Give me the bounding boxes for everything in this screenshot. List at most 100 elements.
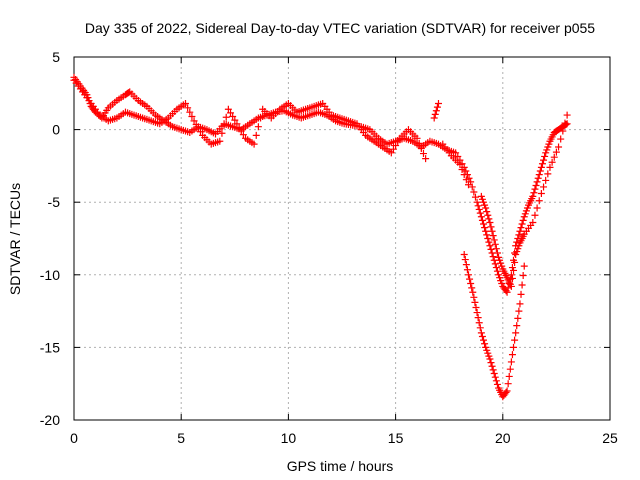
y-tick-label: -20 (40, 412, 60, 428)
data-point (533, 178, 541, 186)
data-point (535, 171, 543, 179)
data-point (480, 220, 488, 228)
data-point (503, 288, 511, 296)
data-point (434, 99, 442, 107)
y-tick-label: 0 (52, 122, 60, 138)
data-point (452, 149, 460, 157)
data-points (70, 73, 571, 401)
data-point (478, 333, 486, 341)
data-point (542, 176, 550, 184)
data-point (518, 281, 526, 289)
data-point (512, 329, 520, 337)
data-point (513, 322, 521, 330)
data-point (477, 329, 485, 337)
data-point (540, 156, 548, 164)
data-point (476, 324, 484, 332)
chart-title: Day 335 of 2022, Sidereal Day-to-day VTE… (85, 20, 595, 36)
data-point (485, 238, 493, 246)
data-point (534, 174, 542, 182)
data-point (216, 137, 224, 145)
data-point (517, 224, 525, 232)
data-point (476, 209, 484, 217)
data-point (557, 135, 565, 143)
data-point (510, 266, 518, 274)
data-point (537, 163, 545, 171)
x-tick-label: 20 (495, 430, 511, 446)
data-point (518, 220, 526, 228)
data-point (470, 188, 478, 196)
data-point (456, 160, 464, 168)
data-point (502, 388, 510, 396)
tick-labels: 0 5 10 15 20 25 5 0 -5 -10 -15 -20 (40, 49, 618, 446)
data-point (546, 163, 554, 171)
data-point (530, 189, 538, 197)
data-point (474, 202, 482, 210)
data-point (535, 197, 543, 205)
data-point (548, 158, 556, 166)
data-point (470, 293, 478, 301)
data-point (237, 127, 245, 135)
x-tick-label: 10 (281, 430, 297, 446)
data-point (466, 275, 474, 283)
data-point (464, 181, 472, 189)
data-point (415, 139, 423, 147)
data-point (483, 208, 491, 216)
data-point (227, 109, 235, 117)
data-point (430, 114, 438, 122)
data-point (484, 235, 492, 242)
data-point (257, 114, 265, 122)
data-point (473, 309, 481, 317)
data-point (468, 183, 476, 191)
data-point (516, 300, 524, 308)
data-point (486, 242, 494, 250)
data-point (252, 131, 260, 139)
data-point (540, 183, 548, 191)
data-point (467, 280, 475, 288)
data-point (508, 274, 516, 282)
data-point (460, 250, 468, 258)
data-point (190, 117, 198, 125)
data-point (222, 113, 230, 121)
data-point (486, 219, 494, 227)
data-point (489, 366, 497, 374)
y-tick-label: -15 (40, 339, 60, 355)
data-point (491, 260, 499, 268)
data-point (513, 238, 521, 246)
data-point (460, 171, 468, 179)
data-point (250, 140, 258, 148)
data-point (538, 160, 546, 168)
data-point (487, 245, 495, 253)
data-point (475, 319, 483, 327)
x-tick-label: 5 (177, 430, 185, 446)
data-point (417, 144, 425, 152)
data-point (192, 121, 200, 129)
data-point (484, 211, 492, 219)
data-point (231, 116, 239, 124)
data-point (488, 227, 496, 235)
data-point (229, 113, 237, 121)
data-point (488, 362, 496, 370)
data-point (489, 232, 497, 240)
data-point (254, 123, 262, 131)
data-point (533, 204, 541, 212)
x-tick-label: 0 (70, 430, 78, 446)
data-point (419, 150, 427, 158)
data-point (471, 298, 479, 306)
y-tick-label: 5 (52, 49, 60, 65)
data-point (493, 380, 501, 388)
data-point (461, 256, 469, 264)
data-point (472, 303, 480, 311)
data-point (492, 264, 500, 272)
data-point (563, 111, 571, 119)
data-point (505, 372, 513, 380)
data-point (507, 282, 515, 290)
data-point (482, 227, 490, 235)
data-point (481, 224, 489, 232)
x-tick-label: 15 (388, 430, 404, 446)
data-point (487, 223, 495, 231)
data-point (463, 266, 471, 274)
data-point (478, 216, 486, 224)
data-point (506, 365, 514, 373)
data-point (491, 373, 499, 381)
